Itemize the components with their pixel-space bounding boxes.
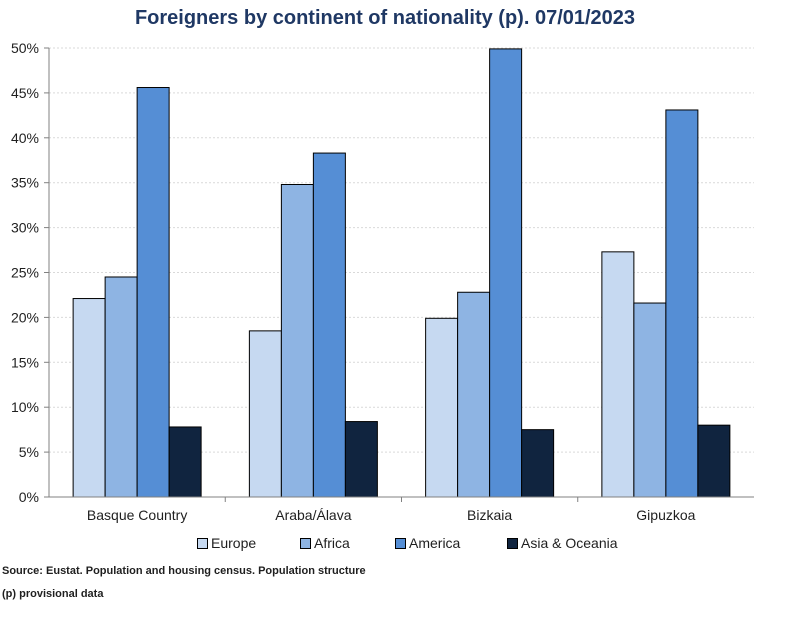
- legend-label-africa: Africa: [314, 535, 350, 551]
- provisional-note: (p) provisional data: [2, 588, 104, 600]
- x-tick-label: Araba/Álava: [275, 507, 351, 523]
- y-tick-label: 40%: [11, 130, 39, 146]
- legend-swatch-asia-oceania: [507, 537, 518, 549]
- bar-africa-bizkaia: [457, 291, 491, 498]
- y-tick-label: 5%: [19, 444, 39, 460]
- axis-labels: 0% 5% 10% 15% 20% 25% 30% 35% 40% 45% 50% Basque Co…: [11, 40, 696, 523]
- bar-europe-gipuzkoa: [601, 251, 635, 498]
- y-tick-label: 20%: [11, 309, 39, 325]
- bar-africa-araba-lava: [280, 183, 314, 498]
- bar-asia-and-oceania-araba-lava: [344, 421, 378, 498]
- legend-item-africa: Africa: [300, 535, 350, 551]
- legend-label-asia-oceania: Asia & Oceania: [521, 535, 618, 551]
- bar-america-bizkaia: [489, 48, 523, 498]
- legend-item-europe: Europe: [197, 535, 256, 551]
- chart-title: Foreigners by continent of nationality (…: [134, 7, 636, 29]
- legend-swatch-america: [395, 537, 406, 549]
- bar-asia-and-oceania-bizkaia: [521, 429, 555, 498]
- source-note: Source: Eustat. Population and housing c…: [2, 565, 366, 577]
- bar-asia-and-oceania-gipuzkoa: [697, 424, 731, 498]
- legend-item-asia-oceania: Asia & Oceania: [507, 535, 618, 551]
- y-tick-label: 35%: [11, 175, 39, 191]
- bar-europe-araba-lava: [248, 330, 282, 498]
- x-tick-label: Basque Country: [87, 507, 187, 523]
- y-tick-label: 15%: [11, 354, 39, 370]
- legend-swatch-europe: [197, 537, 208, 549]
- legend-item-america: America: [395, 535, 460, 551]
- bar-america-gipuzkoa: [665, 109, 699, 498]
- bar-america-basque-country: [136, 87, 170, 498]
- legend: Europe Africa America Asia & Oceania: [0, 535, 800, 555]
- bar-asia-and-oceania-basque-country: [168, 426, 202, 498]
- y-tick-label: 30%: [11, 220, 39, 236]
- y-tick-label: 10%: [11, 399, 39, 415]
- x-tick-label: Bizkaia: [467, 507, 512, 523]
- bar-africa-gipuzkoa: [633, 302, 667, 498]
- y-tick-label: 25%: [11, 265, 39, 281]
- y-tick-label: 0%: [19, 489, 39, 505]
- legend-label-america: America: [409, 535, 461, 551]
- bar-europe-basque-country: [72, 298, 106, 498]
- x-tick-label: Gipuzkoa: [636, 507, 695, 523]
- bar-america-araba-lava: [312, 152, 346, 498]
- y-tick-label: 50%: [11, 40, 39, 56]
- legend-label-europe: Europe: [211, 535, 257, 551]
- legend-swatch-africa: [300, 537, 311, 549]
- bar-europe-bizkaia: [425, 317, 459, 498]
- axes: [44, 47, 754, 502]
- bars: [72, 48, 731, 498]
- bar-africa-basque-country: [104, 276, 138, 498]
- y-tick-label: 45%: [11, 85, 39, 101]
